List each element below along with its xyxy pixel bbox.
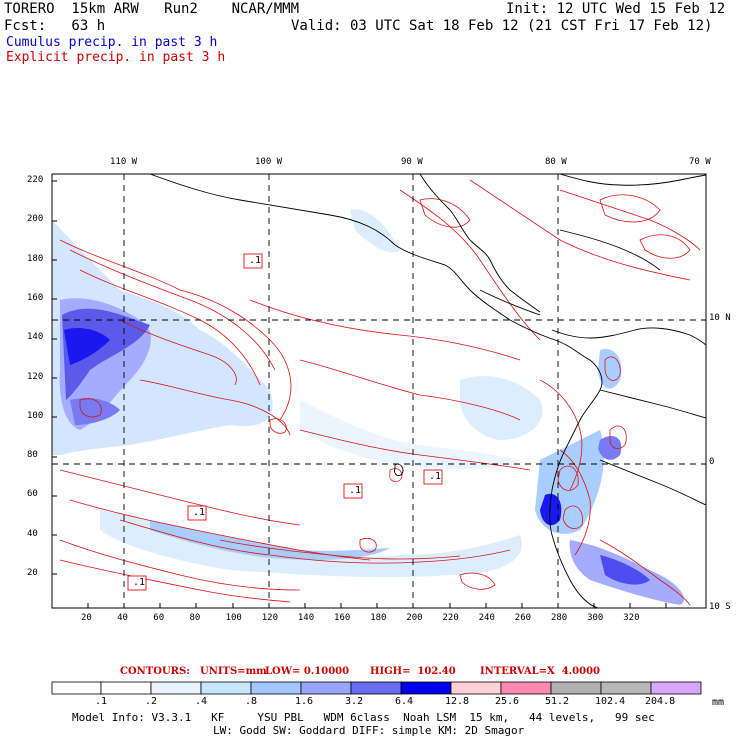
- x-tick-label: 60: [153, 613, 165, 623]
- lon-label-80w: 80 W: [545, 157, 567, 167]
- x-tick-label: 180: [370, 613, 387, 623]
- model-info: Model Info: V3.3.1 KF YSU PBL WDM 6class…: [72, 711, 655, 724]
- lon-label-70w: 70 W: [689, 157, 711, 167]
- colorbar-label: .1: [95, 696, 108, 707]
- colorbar: [51, 681, 702, 695]
- x-tick-label: 140: [297, 613, 315, 623]
- colorbar-label: 102.4: [595, 696, 626, 707]
- colorbar-label: 1.6: [295, 696, 314, 707]
- lat-label-10s: 10 S: [709, 602, 731, 612]
- y-tick-label: 140: [27, 332, 44, 343]
- x-tick-label: 300: [587, 613, 604, 623]
- contour-label: .1: [429, 471, 442, 482]
- colorbar-label: 25.6: [495, 696, 520, 707]
- contour-label: .1: [349, 485, 362, 496]
- y-tick-label: 80: [27, 450, 38, 461]
- lon-label-90w: 90 W: [401, 157, 423, 167]
- colorbar-label: 12.8: [445, 696, 470, 707]
- x-tick-label: 220: [442, 613, 459, 623]
- coastlines: [149, 174, 706, 608]
- explicit-legend-label: Explicit precip. in past 3 h: [6, 50, 226, 65]
- valid-time: Valid: 03 UTC Sat 18 Feb 12 (21 CST Fri …: [291, 18, 713, 34]
- x-tick-label: 200: [406, 613, 423, 623]
- explicit-precip-contours: [59, 179, 701, 606]
- y-tick-label: 60: [27, 489, 38, 500]
- x-tick-label: 240: [478, 613, 495, 623]
- x-tick-label: 100: [225, 613, 242, 623]
- axis-ticks: [52, 180, 667, 608]
- contour-label: .1: [133, 577, 146, 588]
- lon-label-100w: 100 W: [255, 157, 283, 167]
- contour-label: .1: [249, 255, 262, 266]
- colorbar-label: .8: [245, 696, 258, 707]
- colorbar-label: .2: [145, 696, 158, 707]
- y-tick-label: 220: [27, 175, 44, 185]
- contour-info-label: CONTOURS:: [120, 666, 190, 677]
- y-tick-label: 200: [27, 214, 44, 225]
- y-tick-label: 160: [27, 292, 44, 303]
- contour-low: LOW= 0.10000: [265, 666, 350, 677]
- colorbar-label: 51.2: [545, 696, 570, 707]
- y-tick-label: 20: [27, 568, 38, 578]
- contour-interval: INTERVAL=X 4.0000: [480, 666, 600, 677]
- lat-label-0: 0: [709, 457, 715, 467]
- contour-units: UNITS=mm: [200, 666, 267, 677]
- forecast-hour: Fcst: 63 h: [4, 18, 106, 34]
- lat-label-10n: 10 N: [709, 313, 731, 323]
- x-tick-label: 260: [514, 613, 532, 623]
- map-frame: [51, 173, 707, 609]
- cumulus-precip-shading: [52, 209, 684, 605]
- colorbar-label: .4: [195, 696, 208, 707]
- lon-label-110w: 110 W: [110, 157, 138, 167]
- x-tick-label: 160: [334, 613, 351, 623]
- y-tick-label: 40: [27, 528, 38, 539]
- init-time: Init: 12 UTC Wed 15 Feb 12: [506, 1, 726, 17]
- x-tick-label: 280: [550, 613, 568, 623]
- graticule: [52, 174, 706, 608]
- contour-high: HIGH= 102.40: [370, 666, 456, 677]
- y-tick-label: 180: [27, 253, 44, 264]
- colorbar-label: 6.4: [395, 696, 414, 707]
- y-tick-label: 120: [27, 371, 44, 382]
- x-tick-label: 40: [117, 613, 128, 623]
- x-tick-label: 320: [623, 613, 640, 623]
- model-title: TORERO 15km ARW Run2 NCAR/MMM: [4, 1, 300, 17]
- colorbar-label: 204.8: [645, 696, 676, 707]
- x-tick-label: 120: [261, 613, 279, 623]
- x-tick-label: 20: [81, 613, 92, 623]
- colorbar-label: 3.2: [345, 696, 364, 707]
- physics-info: LW: Godd SW: Goddard DIFF: simple KM: 2D…: [213, 724, 525, 737]
- contour-label-boxes: [127, 253, 443, 591]
- cumulus-legend-label: Cumulus precip. in past 3 h: [6, 35, 218, 50]
- y-tick-label: 100: [27, 410, 44, 421]
- x-tick-label: 80: [189, 613, 201, 623]
- contour-label: .1: [193, 507, 206, 518]
- colorbar-unit: mm: [712, 697, 725, 708]
